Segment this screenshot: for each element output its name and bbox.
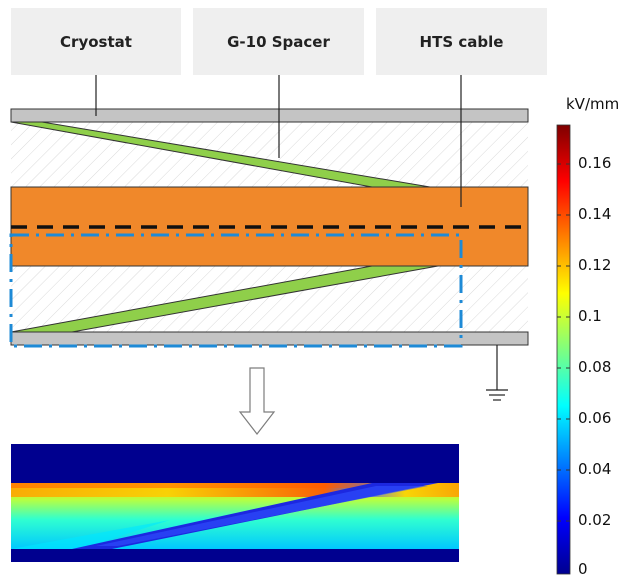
down-arrow-icon: [238, 367, 276, 435]
colorbar-tick-label: 0.06: [578, 409, 612, 427]
colorbar-tick-label: 0.14: [578, 205, 612, 223]
colorbar-tick-label: 0.12: [578, 256, 612, 274]
spacer-upper: [10, 121, 431, 188]
spacer-label: G-10 Spacer: [193, 8, 364, 75]
hts-cable-label: HTS cable: [376, 8, 547, 75]
spacer-lower: [10, 265, 439, 333]
colorbar-tick-label: 0: [578, 560, 588, 578]
colorbar-tick-label: 0.08: [578, 358, 612, 376]
ground-icon: [486, 345, 508, 401]
cryostat-wall-top: [10, 108, 529, 123]
electric-field-plot: [11, 444, 459, 562]
cryostat-label: Cryostat: [11, 8, 181, 75]
cryostat-wall-bottom: [10, 331, 529, 346]
simulation-domain-outline: [9, 233, 463, 348]
colorbar-tick-label: 0.1: [578, 307, 602, 325]
colorbar-unit-label: kV/mm: [566, 95, 620, 113]
hts-cable-body: [10, 186, 529, 267]
colorbar-tick-label: 0.16: [578, 154, 612, 172]
colorbar-ticks: [557, 163, 570, 522]
colorbar-tick-label: 0.02: [578, 511, 612, 529]
colorbar: [556, 124, 571, 575]
colorbar-tick-label: 0.04: [578, 460, 612, 478]
